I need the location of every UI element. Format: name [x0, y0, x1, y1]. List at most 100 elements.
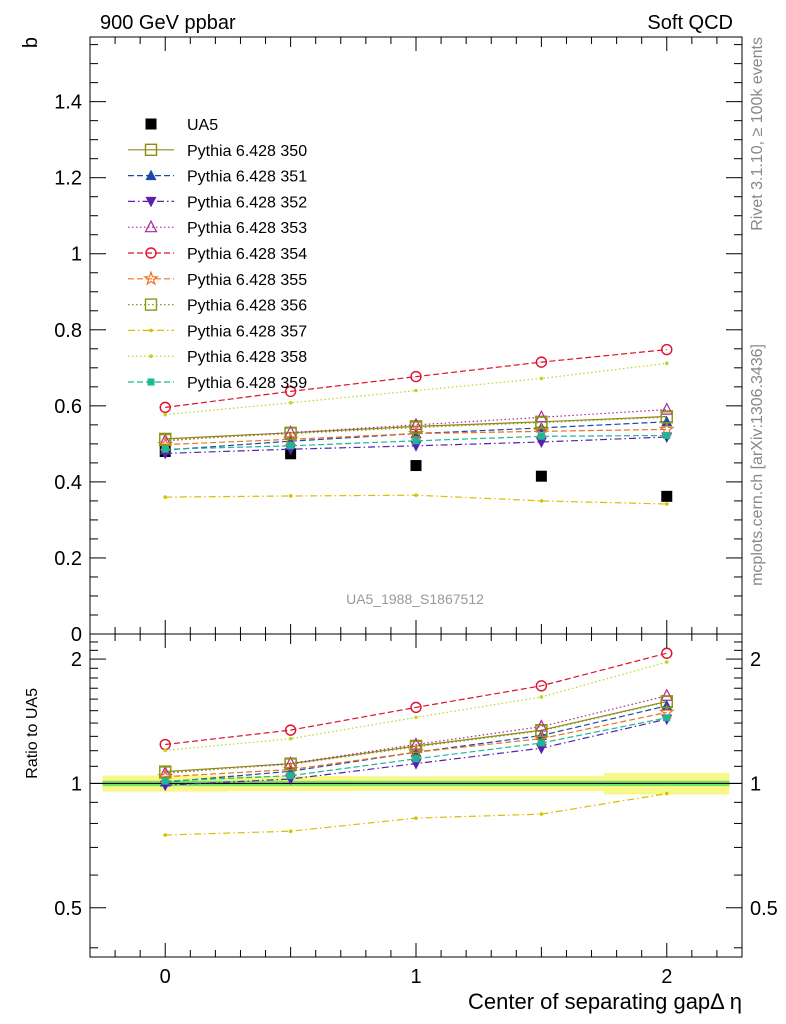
- ratio-data-point: [660, 688, 674, 701]
- main-y-tick-label: 0.6: [54, 396, 82, 418]
- data-point: [661, 343, 673, 356]
- series-line: [165, 362, 667, 416]
- series-line: [165, 349, 667, 408]
- legend-marker: [147, 378, 155, 386]
- ratio-data-point: [414, 715, 418, 720]
- ratio-y-tick-label-right: 1: [750, 773, 761, 795]
- legend-marker: [149, 354, 153, 359]
- ratio-data-point: [284, 756, 298, 769]
- main-y-tick-label: 1: [71, 244, 82, 266]
- header-left: 900 GeV ppbar: [100, 12, 236, 34]
- x-axis-label: Center of separating gapΔ η: [468, 989, 742, 1014]
- data-point: [412, 437, 420, 445]
- legend-label: Pythia 6.428 350: [187, 143, 307, 160]
- data-point: [159, 433, 172, 447]
- data-point: [414, 388, 418, 393]
- legend-entry-pythia-6-428-354: Pythia 6.428 354: [128, 246, 307, 263]
- series-pythia-6-428-359: [161, 432, 671, 453]
- data-point: [535, 437, 547, 448]
- main-y-tick-label: 0.8: [54, 320, 82, 342]
- ratio-series-pythia-6-428-354: [159, 647, 673, 751]
- data-point: [284, 385, 297, 398]
- series-pythia-6-428-354: [159, 343, 673, 414]
- data-point: [287, 442, 295, 450]
- legend-marker: [143, 270, 159, 286]
- ratio-series-pythia-6-428-358: [163, 660, 669, 753]
- legend: UA5 Pythia 6.428 350 Pythia 6.428 351 Pythi…: [128, 117, 307, 392]
- data-point: [660, 402, 674, 415]
- data-point: [539, 499, 544, 503]
- data-point: [535, 470, 547, 482]
- data-point: [163, 412, 168, 417]
- ratio-panel: 0.5 1 2 0 1 2 0.5 1 2: [54, 633, 778, 988]
- legend-entry-ua5: UA5: [145, 117, 218, 134]
- ratio-data-point: [664, 791, 669, 796]
- legend-marker: [149, 328, 153, 333]
- data-point: [539, 376, 544, 381]
- ratio-data-point: [410, 701, 422, 714]
- ratio-data-point: [539, 695, 544, 699]
- ratio-series-pythia-6-428-359: [161, 714, 671, 785]
- ratio-data-point: [284, 724, 297, 736]
- legend-marker: [144, 143, 158, 157]
- ratio-data-point: [663, 714, 671, 722]
- data-point: [661, 415, 673, 427]
- ratio-y-tick-label: 0.5: [54, 898, 82, 920]
- legend-entry-pythia-6-428-355: Pythia 6.428 355: [128, 270, 307, 289]
- main-y-tick-label: 0.4: [54, 472, 82, 494]
- ratio-data-point: [535, 729, 547, 741]
- legend-label: Pythia 6.428 356: [187, 298, 307, 315]
- series-line: [165, 428, 667, 446]
- ratio-y-tick-label-right: 2: [750, 649, 761, 671]
- legend-label: Pythia 6.428 355: [187, 272, 307, 289]
- data-point: [282, 430, 299, 447]
- legend-marker: [145, 247, 157, 259]
- ratio-data-point: [535, 680, 548, 692]
- data-point: [410, 370, 422, 383]
- main-y-tick-label: 0.2: [54, 548, 82, 570]
- main-y-axis-label: b: [20, 37, 42, 48]
- legend-entry-pythia-6-428-356: Pythia 6.428 356: [128, 298, 307, 315]
- data-point: [409, 421, 423, 434]
- legend-entry-pythia-6-428-353: Pythia 6.428 353: [128, 219, 307, 237]
- legend-entry-pythia-6-428-359: Pythia 6.428 359: [128, 375, 307, 392]
- data-point: [410, 460, 422, 472]
- data-point: [288, 494, 293, 498]
- ratio-data-point: [661, 647, 673, 659]
- data-point: [663, 432, 671, 440]
- ratio-data-point: [539, 812, 544, 816]
- series-line: [165, 434, 667, 450]
- legend-label: Pythia 6.428 351: [187, 169, 307, 186]
- ratio-data-point: [163, 833, 168, 837]
- data-point: [414, 493, 418, 498]
- ratio-data-point: [287, 772, 295, 780]
- series-pythia-6-428-357: [163, 493, 669, 506]
- header-right: Soft QCD: [647, 12, 733, 34]
- legend-entry-pythia-6-428-352: Pythia 6.428 352: [128, 194, 307, 211]
- main-y-tick-label: 0: [71, 624, 82, 646]
- ratio-data-point: [537, 739, 545, 747]
- main-y-tick-label: 1.2: [54, 168, 82, 190]
- data-point: [284, 427, 297, 440]
- ratio-data-point: [288, 829, 293, 834]
- ratio-data-point: [409, 740, 423, 754]
- ratio-data-point: [660, 695, 673, 709]
- ratio-series-line: [165, 701, 667, 774]
- side-label-mcplots: mcplots.cern.ch [arXiv:1306.3436]: [749, 344, 766, 586]
- data-point: [284, 425, 298, 438]
- ratio-y-axis-label: Ratio to UA5: [24, 688, 41, 779]
- ratio-x-tick-label: 2: [661, 966, 672, 988]
- data-point: [408, 425, 424, 441]
- ratio-data-point: [414, 816, 418, 820]
- ratio-data-point: [409, 737, 423, 750]
- ratio-data-point: [163, 748, 168, 753]
- data-point: [664, 502, 669, 506]
- data-point: [535, 356, 548, 368]
- ratio-data-point: [284, 758, 297, 771]
- legend-label: Pythia 6.428 358: [187, 349, 307, 366]
- legend-label: Pythia 6.428 359: [187, 375, 307, 392]
- legend-label: UA5: [187, 117, 218, 134]
- data-point: [664, 361, 669, 366]
